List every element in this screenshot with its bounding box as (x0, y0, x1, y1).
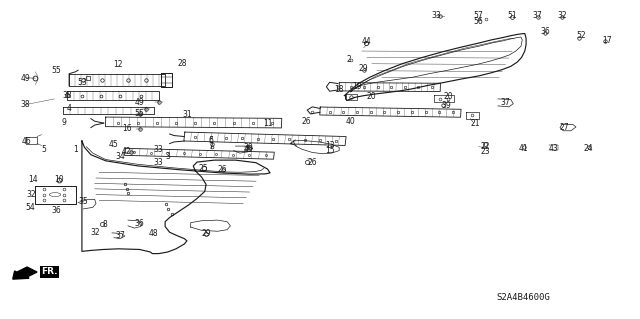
Text: 40: 40 (243, 145, 253, 154)
Text: 51: 51 (507, 11, 517, 20)
Text: 38: 38 (20, 100, 31, 109)
Text: 24: 24 (584, 144, 594, 153)
Text: 2: 2 (346, 56, 351, 64)
Text: 14: 14 (28, 175, 38, 184)
Text: 22: 22 (481, 142, 490, 151)
Text: 11: 11 (263, 119, 272, 128)
Text: 1: 1 (73, 145, 78, 154)
Text: S2A4B4600G: S2A4B4600G (497, 293, 550, 302)
Text: 29: 29 (201, 229, 211, 238)
Text: 9: 9 (61, 118, 67, 127)
Text: 43: 43 (548, 144, 559, 153)
Text: 17: 17 (602, 36, 612, 45)
Text: 8: 8 (102, 220, 108, 229)
Text: 54: 54 (26, 204, 36, 212)
Text: FR.: FR. (42, 267, 58, 276)
Text: 44: 44 (361, 37, 371, 46)
Text: 37: 37 (500, 98, 511, 107)
Text: 38: 38 (62, 91, 72, 100)
Text: 46: 46 (22, 137, 32, 146)
Text: 3: 3 (165, 152, 170, 161)
Text: 52: 52 (576, 31, 586, 40)
Text: 42: 42 (122, 147, 132, 156)
Text: 20: 20 (366, 93, 376, 101)
Text: 28: 28 (178, 59, 187, 68)
Text: 49: 49 (20, 74, 31, 83)
Text: 18: 18 (335, 85, 344, 94)
Text: 15: 15 (324, 146, 335, 155)
Text: 32: 32 (557, 11, 567, 20)
Text: 33: 33 (431, 11, 442, 20)
Text: 56: 56 (474, 17, 484, 26)
Text: 21: 21 (470, 119, 479, 128)
Text: 33: 33 (154, 145, 164, 154)
Text: 25: 25 (198, 164, 209, 173)
Text: 32: 32 (26, 190, 36, 199)
Text: 19: 19 (352, 82, 362, 91)
Text: 57: 57 (474, 11, 484, 20)
Text: 6: 6 (209, 137, 214, 145)
Text: 55: 55 (51, 66, 61, 75)
Text: 36: 36 (51, 206, 61, 215)
Text: 12: 12 (114, 60, 123, 69)
Text: 5: 5 (41, 145, 46, 154)
Text: 36: 36 (134, 219, 145, 228)
Text: 7: 7 (209, 142, 214, 151)
Text: 48: 48 (148, 229, 159, 238)
Text: 16: 16 (122, 124, 132, 133)
Text: 34: 34 (115, 152, 125, 161)
Text: 30: 30 (243, 143, 253, 152)
Text: 32: 32 (90, 228, 100, 237)
Text: 36: 36 (540, 27, 550, 36)
Text: 26: 26 (218, 165, 228, 174)
Text: 26: 26 (301, 117, 311, 126)
Text: 13: 13 (324, 141, 335, 150)
Text: 10: 10 (54, 175, 64, 184)
Text: 35: 35 (78, 197, 88, 206)
Text: 31: 31 (182, 110, 192, 119)
Text: 20: 20 (443, 93, 453, 101)
FancyArrow shape (13, 267, 37, 279)
Text: 27: 27 (559, 123, 570, 132)
Text: 23: 23 (480, 147, 490, 156)
Text: 55: 55 (134, 109, 145, 118)
Text: 45: 45 (109, 140, 119, 149)
Text: 53: 53 (77, 78, 87, 87)
Text: 33: 33 (154, 158, 164, 167)
Text: 41: 41 (518, 144, 529, 153)
Text: 39: 39 (442, 101, 452, 110)
Text: 37: 37 (532, 11, 543, 20)
Text: 49: 49 (134, 98, 145, 107)
Text: 37: 37 (115, 231, 125, 240)
Text: 29: 29 (358, 64, 369, 73)
Text: 40: 40 (346, 117, 356, 126)
Text: 4: 4 (67, 104, 72, 113)
Text: 26: 26 (307, 158, 317, 167)
